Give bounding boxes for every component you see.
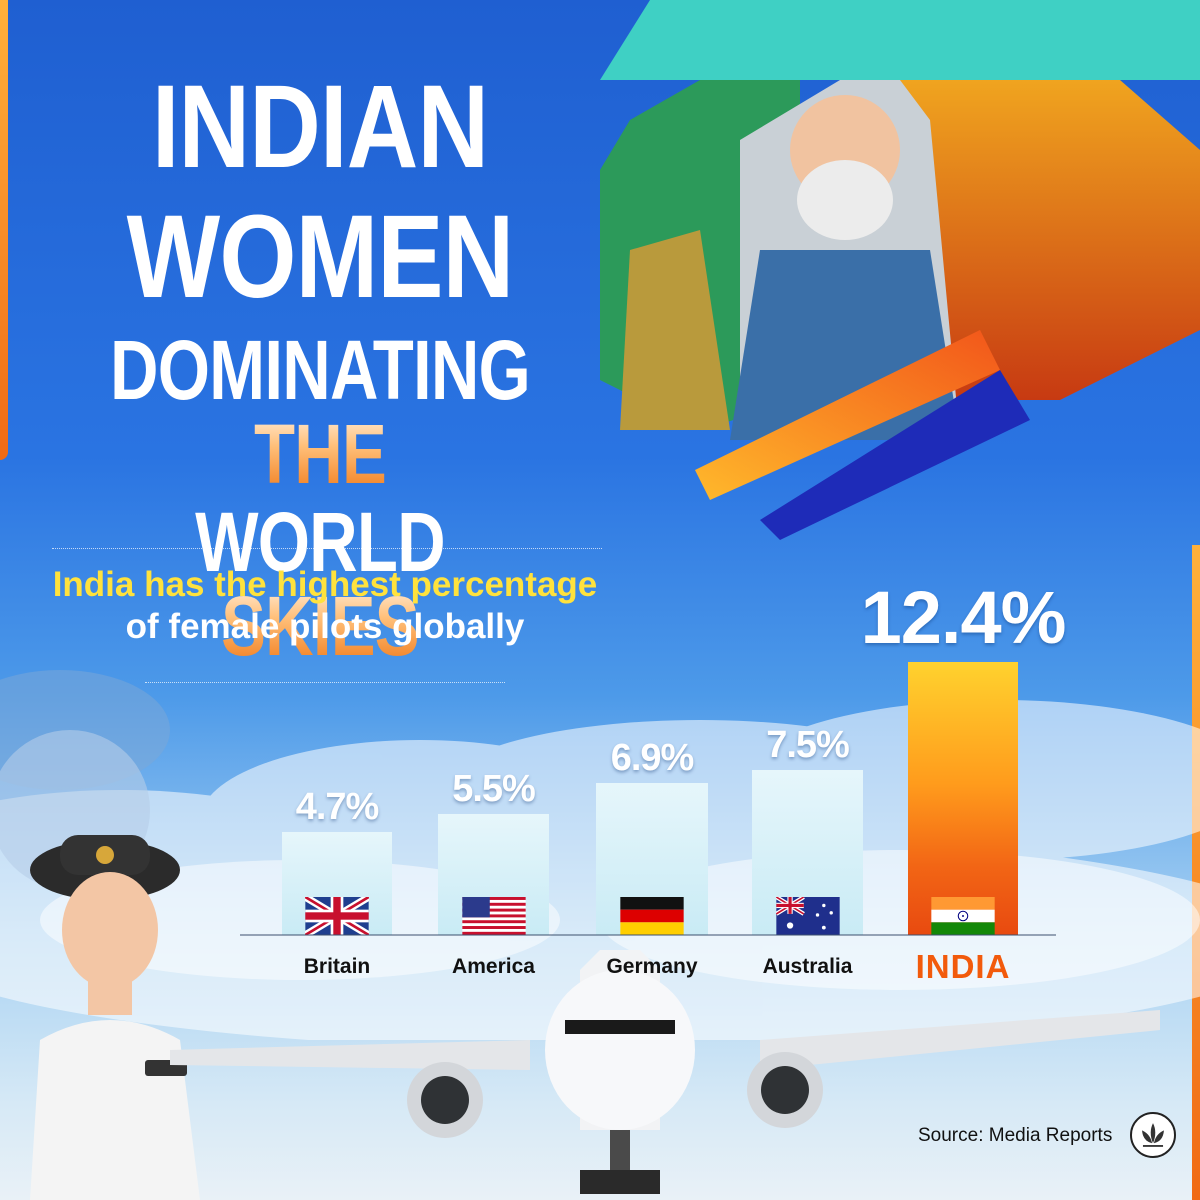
us-flag-icon — [461, 897, 526, 935]
headline-line-3: DOMINATING THE — [96, 328, 544, 496]
australian-flag-icon — [775, 897, 840, 935]
bar-india — [908, 662, 1018, 935]
source-note: Source: Media Reports — [918, 1125, 1113, 1146]
lotus-logo-icon — [1130, 1112, 1176, 1158]
headline: INDIAN WOMEN DOMINATING THE WORLD SKIES — [40, 60, 600, 668]
headline-line-1: INDIAN — [151, 61, 489, 193]
airplane-illustration — [170, 950, 1160, 1194]
union-jack-flag-icon — [305, 897, 369, 935]
value-label-india: 12.4% — [860, 575, 1067, 659]
subtitle-line-2: of female pilots globally — [125, 607, 525, 646]
left-accent-strip — [0, 0, 8, 460]
category-label-india: INDIA — [915, 948, 1011, 985]
pilot-illustration — [0, 670, 200, 1200]
chart-baseline — [240, 934, 1056, 936]
category-label-australia: Australia — [762, 955, 853, 978]
headline-line-2: WOMEN — [126, 191, 515, 323]
category-label-britain: Britain — [303, 955, 371, 978]
right-accent-strip — [1192, 545, 1200, 1200]
dotted-divider-top — [52, 548, 602, 549]
dotted-divider-bottom — [145, 682, 505, 683]
value-label-britain: 4.7% — [295, 785, 380, 828]
category-label-germany: Germany — [606, 955, 698, 978]
subtitle: India has the highest percentage of fema… — [20, 564, 630, 648]
german-flag-icon — [620, 897, 684, 935]
headline-line-4: WORLD SKIES — [96, 500, 544, 668]
category-label-america: America — [452, 955, 535, 978]
value-label-australia: 7.5% — [766, 724, 850, 767]
value-label-america: 5.5% — [452, 768, 536, 811]
subtitle-line-1: India has the highest percentage — [52, 565, 598, 604]
value-label-germany: 6.9% — [610, 737, 695, 780]
photo-collage — [600, 0, 1200, 540]
indian-flag-icon — [931, 897, 995, 935]
